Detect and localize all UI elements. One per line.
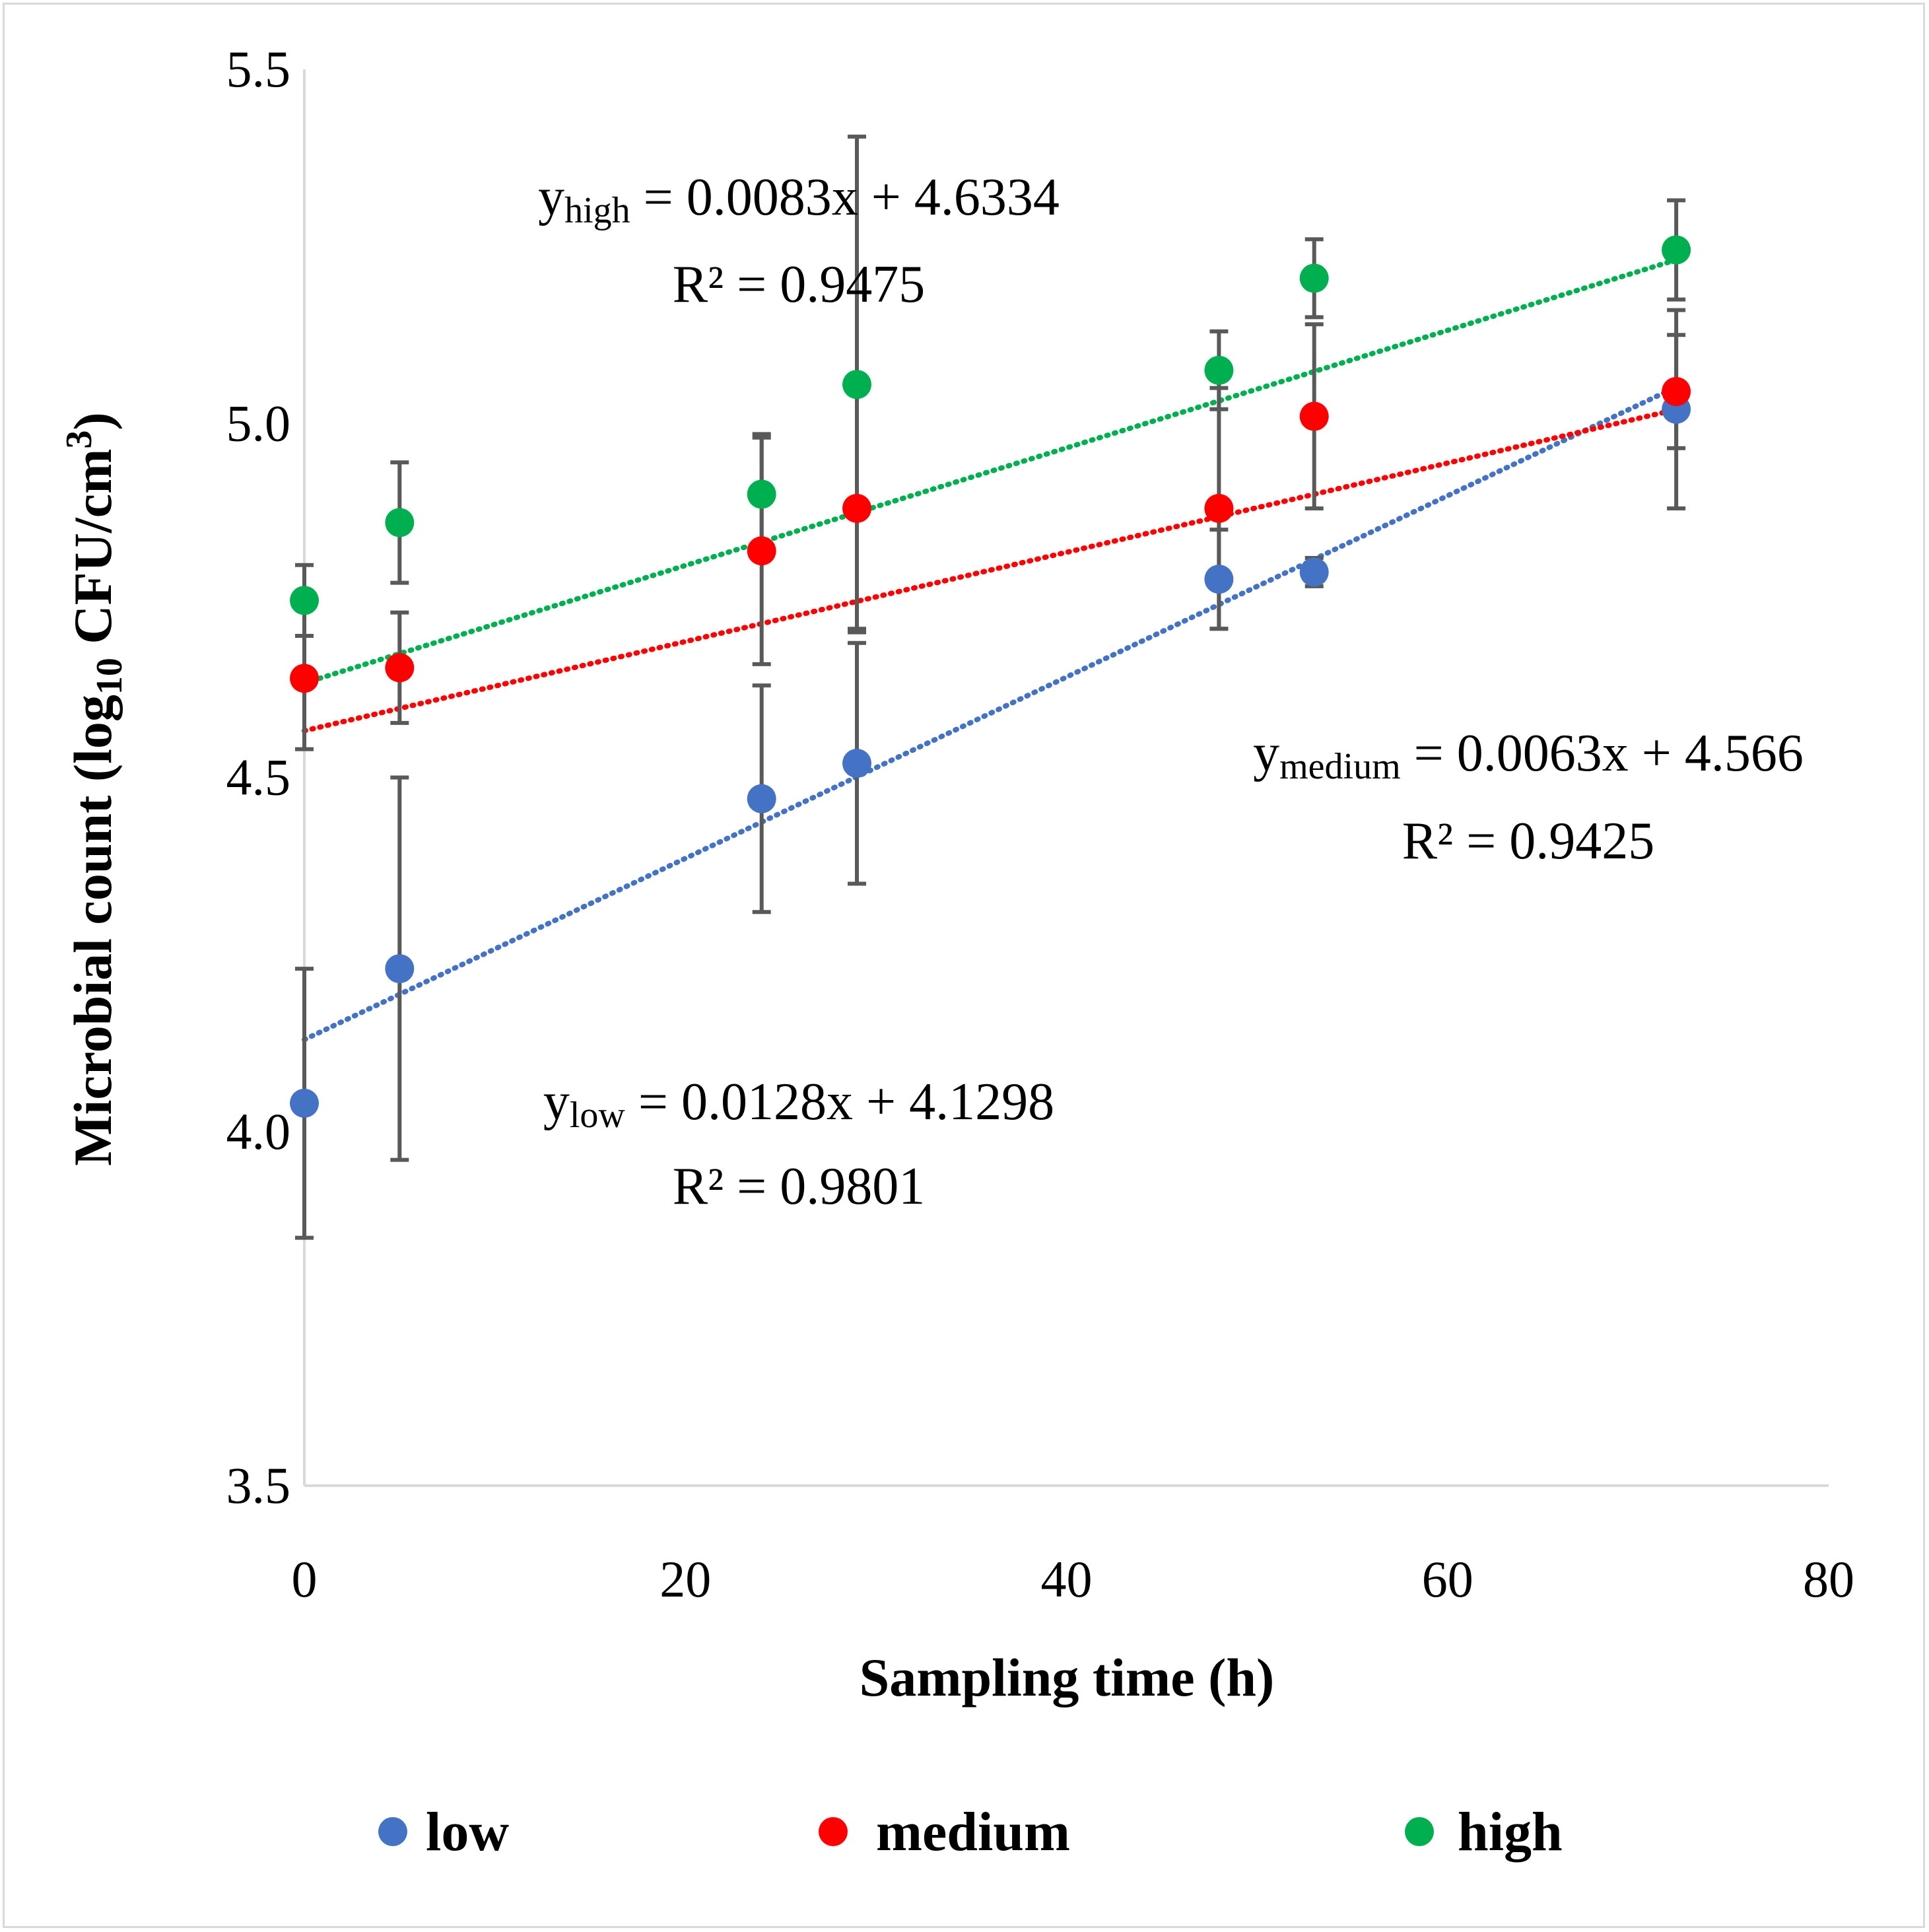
data-point-medium bbox=[1662, 376, 1691, 406]
legend-marker-high bbox=[1405, 1817, 1434, 1846]
y-tick-labels: 3.5 4.0 4.5 5.0 5.5 bbox=[226, 40, 291, 1514]
data-point-high bbox=[1662, 235, 1691, 265]
y-axis-title-sub: 10 bbox=[89, 658, 130, 695]
trendline-high bbox=[302, 257, 1679, 686]
data-point-low bbox=[1204, 565, 1234, 594]
equation-high: yhigh = 0.0083x + 4.6334 bbox=[538, 168, 1060, 231]
data-point-low bbox=[290, 1088, 319, 1118]
x-tick-label: 0 bbox=[292, 1550, 318, 1608]
equation-medium-y: y bbox=[1253, 724, 1279, 782]
data-point-low bbox=[842, 749, 872, 778]
legend-item-high: high bbox=[1405, 1801, 1563, 1863]
trendlines bbox=[302, 257, 1679, 1043]
y-axis-title-sup: 3 bbox=[59, 431, 100, 449]
y-tick-label: 3.5 bbox=[226, 1457, 291, 1514]
y-axis-title: Microbial count (log10 CFU/cm3) bbox=[59, 412, 130, 1165]
data-point-medium bbox=[1204, 493, 1234, 523]
equation-low-y: y bbox=[543, 1073, 570, 1131]
data-point-high bbox=[842, 370, 872, 399]
data-point-medium bbox=[290, 664, 319, 693]
legend-item-medium: medium bbox=[819, 1801, 1070, 1863]
y-axis-title-main: Microbial count (log bbox=[63, 695, 123, 1166]
axes bbox=[303, 69, 1829, 1487]
data-point-high bbox=[290, 586, 319, 615]
trendline-medium bbox=[302, 407, 1679, 734]
equation-low-sub: low bbox=[570, 1095, 626, 1136]
data-point-low bbox=[1299, 557, 1329, 587]
data-point-high bbox=[385, 508, 415, 537]
x-axis-title: Sampling time (h) bbox=[860, 1647, 1275, 1708]
legend-marker-low bbox=[378, 1817, 407, 1846]
equation-medium: ymedium = 0.0063x + 4.566 bbox=[1253, 724, 1804, 787]
equation-high-sub: high bbox=[564, 190, 630, 231]
r2-medium: R² = 0.9425 bbox=[1402, 812, 1654, 870]
x-tick-label: 80 bbox=[1803, 1550, 1854, 1608]
equation-medium-rhs: = 0.0063x + 4.566 bbox=[1401, 724, 1804, 782]
equation-low-rhs: = 0.0128x + 4.1298 bbox=[625, 1073, 1054, 1131]
data-point-medium bbox=[842, 493, 872, 523]
annotation-medium: ymedium = 0.0063x + 4.566 R² = 0.9425 bbox=[1253, 724, 1804, 870]
data-point-high bbox=[747, 479, 776, 509]
y-tick-label: 4.0 bbox=[226, 1103, 291, 1160]
annotation-low: ylow = 0.0128x + 4.1298 R² = 0.9801 bbox=[543, 1073, 1054, 1216]
legend-label-high: high bbox=[1458, 1801, 1563, 1863]
data-point-high bbox=[1204, 355, 1234, 385]
data-point-low bbox=[747, 784, 776, 813]
legend: low medium high bbox=[378, 1801, 1563, 1863]
data-point-medium bbox=[1299, 401, 1329, 431]
chart-frame bbox=[3, 3, 1925, 1928]
data-point-low bbox=[385, 954, 415, 984]
data-point-medium bbox=[747, 536, 776, 566]
y-tick-label: 5.0 bbox=[226, 394, 291, 452]
trendline-low bbox=[302, 384, 1679, 1043]
legend-label-low: low bbox=[426, 1801, 509, 1863]
data-point-medium bbox=[385, 653, 415, 683]
equation-high-y: y bbox=[538, 168, 564, 226]
x-tick-label: 20 bbox=[660, 1550, 711, 1608]
x-tick-label: 60 bbox=[1422, 1550, 1473, 1608]
annotation-high: yhigh = 0.0083x + 4.6334 R² = 0.9475 bbox=[538, 168, 1060, 314]
legend-label-medium: medium bbox=[876, 1801, 1070, 1863]
r2-high: R² = 0.9475 bbox=[673, 256, 925, 314]
equation-medium-sub: medium bbox=[1279, 746, 1401, 787]
y-axis-title-close: ) bbox=[63, 412, 123, 430]
x-tick-labels: 0 20 40 60 80 bbox=[292, 1550, 1855, 1608]
equation-low: ylow = 0.0128x + 4.1298 bbox=[543, 1073, 1054, 1136]
x-tick-label: 40 bbox=[1041, 1550, 1093, 1608]
legend-item-low: low bbox=[378, 1801, 509, 1863]
legend-marker-medium bbox=[819, 1817, 848, 1846]
y-axis-title-unit: CFU/cm bbox=[63, 449, 123, 658]
r2-low: R² = 0.9801 bbox=[673, 1157, 925, 1216]
equation-high-rhs: = 0.0083x + 4.6334 bbox=[630, 168, 1060, 226]
y-tick-label: 5.5 bbox=[226, 40, 291, 98]
data-points bbox=[290, 235, 1691, 1118]
y-tick-label: 4.5 bbox=[226, 749, 291, 806]
data-point-high bbox=[1299, 263, 1329, 293]
